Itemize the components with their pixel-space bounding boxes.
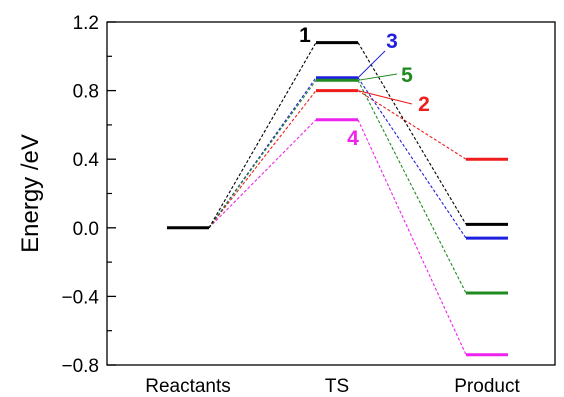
plot-border	[106, 21, 556, 366]
leader-line-series-2	[357, 90, 413, 105]
series-label-5: 5	[401, 64, 413, 87]
series-label-2: 2	[418, 93, 430, 116]
x-axis-ticks: Reactants TS Product	[145, 376, 520, 397]
connector-lines	[208, 42, 467, 355]
connector-series-1	[208, 42, 317, 229]
leader-line-series-5	[357, 73, 398, 81]
x-category-label: Reactants	[145, 376, 231, 397]
connector-series-3	[357, 77, 467, 239]
y-axis-ticks: 1.2 0.8 0.4 0.0 −0.4 −0.8	[61, 13, 116, 377]
x-category-label: TS	[325, 376, 349, 397]
series-labels: 1 352 4	[299, 24, 430, 150]
y-tick-label: −0.4	[61, 287, 99, 308]
series-label-3: 3	[386, 30, 398, 53]
y-tick-label: 0.4	[73, 150, 100, 171]
connector-series-2	[357, 90, 467, 160]
connector-series-4	[208, 119, 317, 229]
series-label-1: 1	[299, 24, 311, 47]
plot-frame	[106, 21, 556, 366]
y-axis-title: Energy /eV	[17, 134, 44, 253]
leader-line-series-3	[357, 50, 386, 79]
connector-series-5	[357, 80, 467, 294]
connector-series-5	[208, 79, 317, 229]
connector-series-4	[357, 119, 467, 355]
x-category-label: Product	[454, 376, 520, 397]
y-tick-label: 0.0	[73, 219, 99, 240]
connector-series-2	[208, 90, 317, 229]
y-tick-label: −0.8	[61, 356, 99, 377]
connector-series-1	[357, 42, 467, 225]
y-tick-label: 0.8	[73, 82, 99, 103]
series-label-4: 4	[347, 127, 359, 150]
y-tick-label: 1.2	[73, 13, 99, 34]
energy-levels	[167, 41, 508, 357]
